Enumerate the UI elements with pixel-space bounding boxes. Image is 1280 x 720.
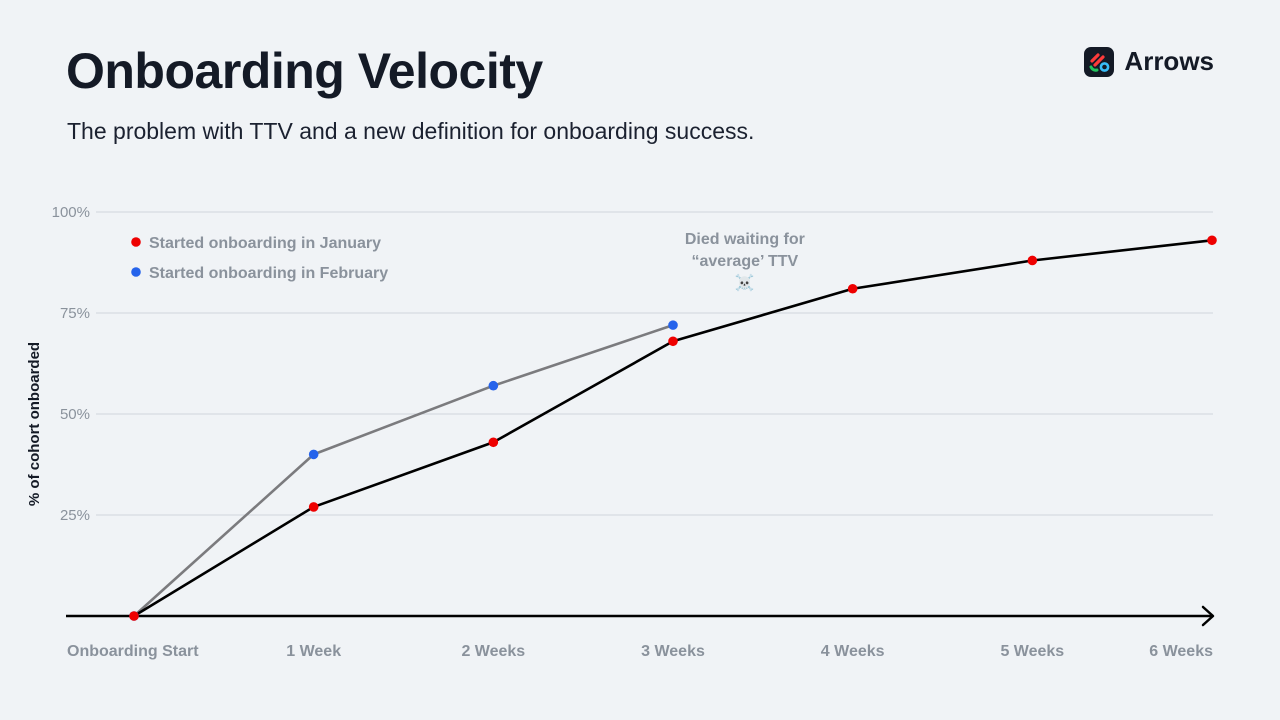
legend-marker (131, 237, 141, 247)
y-axis-label: % of cohort onboarded (26, 342, 43, 506)
x-tick-label: 5 Weeks (1000, 643, 1064, 660)
arrows-logo-icon (1084, 46, 1115, 77)
annotations: Died waiting for “average’ TTV ☠️ (685, 231, 805, 292)
page-subtitle: The problem with TTV and a new definitio… (67, 118, 755, 144)
data-point (488, 437, 499, 448)
y-axis-ticks: 100% 75% 50% 25% (52, 204, 90, 524)
brand-logo-group: Arrows (1084, 46, 1214, 77)
data-point (308, 502, 319, 512)
x-tick-label: 6 Weeks (1149, 643, 1213, 660)
series-line (133, 238, 1213, 618)
data-point (847, 283, 858, 294)
x-tick-label: 2 Weeks (461, 643, 525, 660)
series-group (129, 235, 1217, 621)
x-axis (66, 605, 1215, 627)
data-point (668, 320, 678, 330)
y-tick-label: 25% (60, 507, 90, 524)
data-point (308, 449, 319, 460)
annotation-text: Died waiting for (685, 231, 805, 248)
data-point (1207, 235, 1217, 246)
x-tick-label: Onboarding Start (67, 643, 199, 660)
page-title: Onboarding Velocity (66, 43, 543, 99)
y-tick-label: 100% (52, 204, 90, 221)
x-tick-label: 3 Weeks (641, 643, 705, 660)
y-tick-label: 50% (60, 406, 90, 423)
legend-marker (131, 267, 141, 277)
annotation-text: “average’ TTV (692, 253, 799, 270)
x-axis-arrow-icon (1201, 605, 1215, 627)
y-tick-label: 75% (60, 305, 90, 322)
series-line (133, 323, 674, 617)
x-tick-label: 1 Week (286, 643, 341, 660)
skull-icon: ☠️ (735, 273, 755, 292)
data-point (488, 380, 499, 391)
x-tick-label: 4 Weeks (821, 643, 885, 660)
grid-lines (96, 211, 1213, 516)
data-point (668, 336, 678, 347)
x-axis-ticks: Onboarding Start 1 Week 2 Weeks 3 Weeks 4 We… (67, 643, 1213, 660)
brand-name: Arrows (1124, 46, 1214, 76)
legend-label: Started onboarding in January (149, 235, 381, 252)
data-point (129, 611, 139, 621)
legend: Started onboarding in January Started onb… (131, 235, 388, 282)
legend-label: Started onboarding in February (149, 265, 388, 282)
data-point (1027, 255, 1038, 266)
